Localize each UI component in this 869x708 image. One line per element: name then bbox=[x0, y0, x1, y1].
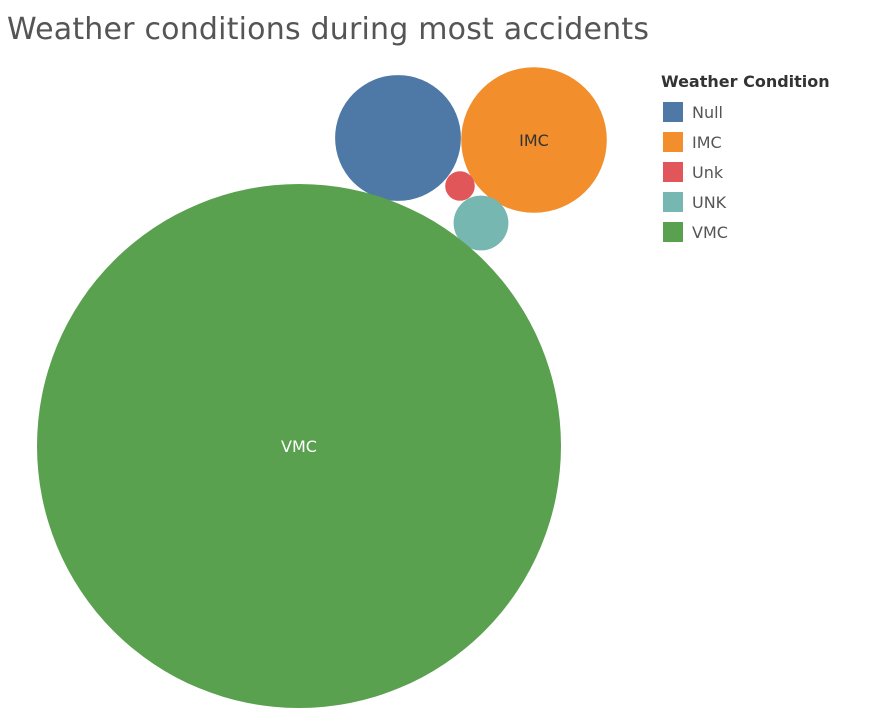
legend-swatch bbox=[663, 102, 683, 122]
legend-label: UNK bbox=[692, 192, 727, 212]
legend-swatch bbox=[663, 192, 683, 212]
legend-item-unk[interactable]: Unk bbox=[661, 157, 830, 187]
legend-swatch bbox=[663, 222, 683, 242]
legend-label: Null bbox=[692, 102, 723, 122]
legend-item-imc[interactable]: IMC bbox=[661, 127, 830, 157]
legend-label: Unk bbox=[692, 162, 724, 182]
legend-item-vmc[interactable]: VMC bbox=[661, 217, 830, 247]
bubble-label-imc: IMC bbox=[519, 131, 549, 150]
legend-label: IMC bbox=[692, 132, 722, 152]
legend-swatch bbox=[663, 162, 683, 182]
chart-title: Weather conditions during most accidents bbox=[7, 12, 650, 47]
legend-title: Weather Condition bbox=[661, 72, 830, 91]
bubble-null[interactable] bbox=[335, 75, 461, 201]
bubble-imc[interactable] bbox=[461, 67, 607, 213]
legend-label: VMC bbox=[692, 222, 728, 242]
bubble-unk[interactable] bbox=[445, 171, 475, 201]
bubble-vmc[interactable] bbox=[37, 184, 561, 708]
legend-items: Null IMC Unk UNK VMC bbox=[661, 97, 830, 247]
legend-item-unk-upper[interactable]: UNK bbox=[661, 187, 830, 217]
bubble-unk-upper[interactable] bbox=[453, 195, 509, 251]
legend: Weather Condition Null IMC Unk UNK VMC bbox=[661, 72, 830, 247]
legend-swatch bbox=[663, 132, 683, 152]
legend-item-null[interactable]: Null bbox=[661, 97, 830, 127]
bubble-label-vmc: VMC bbox=[281, 437, 317, 456]
